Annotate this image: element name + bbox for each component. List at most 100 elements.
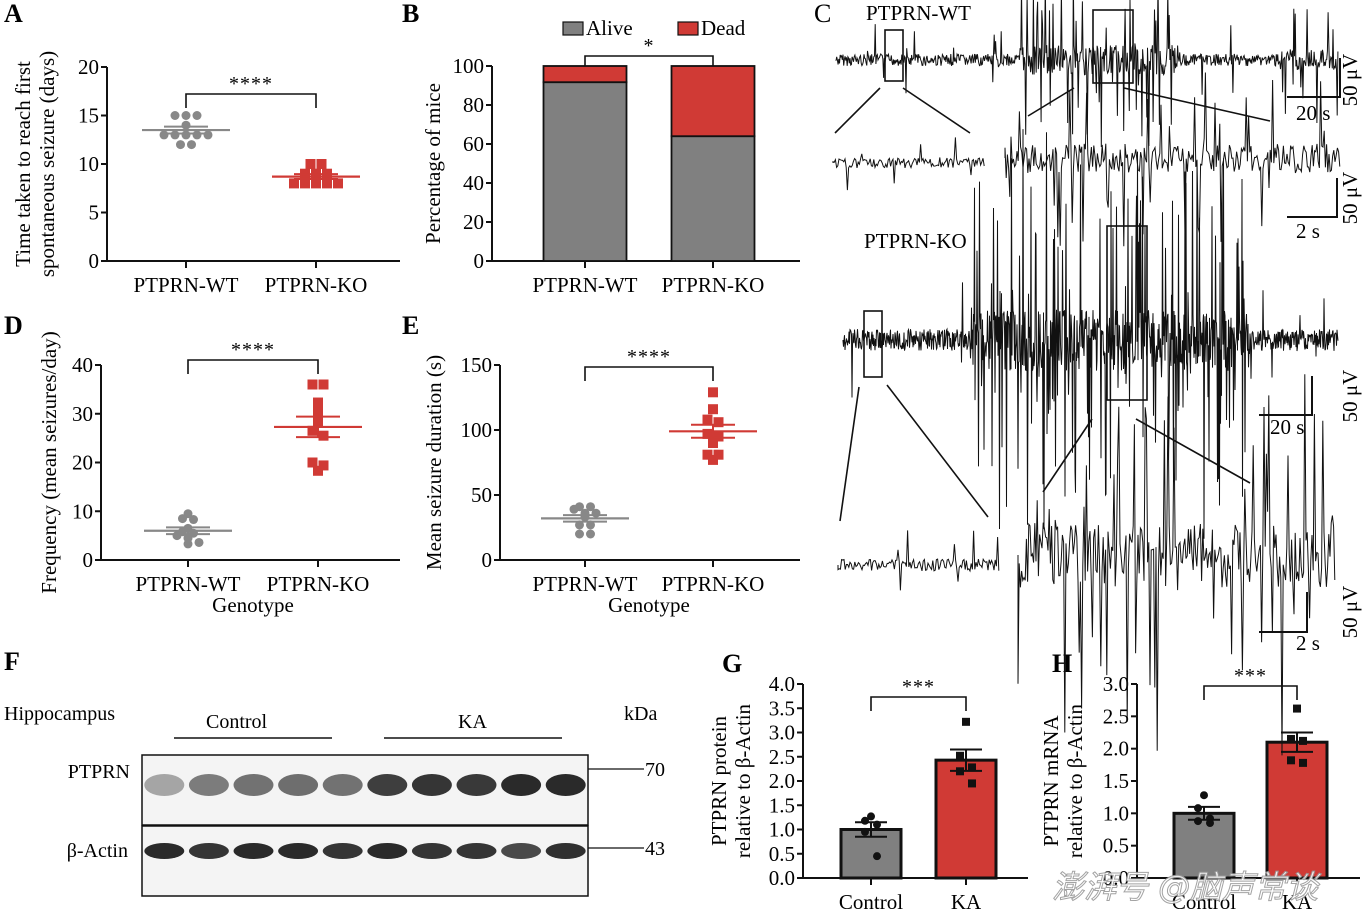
data-point bbox=[1293, 704, 1301, 713]
x-tick-label: KA bbox=[951, 890, 982, 913]
zoom-connector bbox=[834, 87, 881, 134]
kda-43: 43 bbox=[645, 838, 665, 860]
y-tick-label: 40 bbox=[463, 171, 484, 195]
data-point bbox=[708, 404, 718, 415]
y-tick-label: 100 bbox=[461, 418, 493, 442]
scalebar-time-label: 2 s bbox=[1296, 219, 1320, 243]
y-tick-label: 20 bbox=[78, 55, 99, 79]
significance-bracket bbox=[584, 55, 714, 70]
data-point bbox=[307, 379, 318, 390]
bar-alive bbox=[542, 81, 628, 262]
chart-h: 0.0 0.5 1.0 1.5 2.0 2.5 3.0 Control KA PTPRN mRNA… bbox=[1039, 665, 1360, 913]
y-tick-label: 0 bbox=[83, 548, 94, 572]
zoom-connector bbox=[1135, 418, 1251, 484]
data-point bbox=[702, 428, 713, 439]
scalebar-time-label: 2 s bbox=[1296, 631, 1320, 655]
western-blot: Hippocampus Control KA kDa PTPRN β-Actin… bbox=[4, 703, 665, 897]
blot-band bbox=[545, 843, 586, 859]
scalebar-time-label: 20 s bbox=[1296, 101, 1330, 125]
chart-g: 0.00.51.01.52.02.53.03.54.0 Control KA PTPR… bbox=[707, 672, 1028, 913]
blot-group-control: Control bbox=[206, 711, 268, 733]
y-tick-label: 50 bbox=[471, 483, 492, 507]
eeg-zoom-wt-baseline bbox=[832, 137, 985, 191]
scalebar-amp-label: 50 μV bbox=[1338, 370, 1362, 423]
y-axis-label: PTPRN mRNA bbox=[1039, 715, 1063, 847]
y-tick-label: 3.0 bbox=[769, 721, 795, 745]
blot-band bbox=[367, 843, 408, 859]
data-point bbox=[313, 407, 323, 418]
y-tick-label: 1.5 bbox=[769, 793, 795, 817]
blot-band bbox=[188, 843, 229, 859]
data-point bbox=[956, 751, 964, 760]
zoom-connector bbox=[839, 386, 860, 522]
zoom-connector bbox=[1042, 418, 1093, 493]
data-point bbox=[313, 397, 323, 408]
data-point bbox=[968, 779, 976, 788]
data-point bbox=[311, 178, 321, 189]
data-point bbox=[181, 111, 191, 120]
blot-band bbox=[411, 774, 452, 796]
x-tick-label: PTPRN-WT bbox=[533, 273, 638, 297]
y-tick-label: 2.5 bbox=[1103, 704, 1129, 728]
data-point bbox=[192, 130, 202, 140]
blot-band bbox=[322, 774, 363, 796]
y-tick-label: 1.0 bbox=[1103, 801, 1129, 825]
x-tick-label: Control bbox=[1172, 890, 1236, 913]
y-tick-label: 3.0 bbox=[1103, 672, 1129, 696]
scalebar-wt-short: 2 s 50 μV bbox=[1287, 172, 1362, 243]
eeg-panel: PTPRN-WT PTPRN-KO 20 s 50 μV 2 s 50 μV 2… bbox=[832, 0, 1362, 756]
y-axis-label: Mean seizure duration (s) bbox=[422, 355, 446, 570]
x-tick-label: PTPRN-WT bbox=[533, 572, 638, 596]
blot-band bbox=[411, 843, 452, 859]
bar bbox=[1172, 811, 1236, 880]
y-tick-label: 100 bbox=[453, 54, 485, 78]
blot-band bbox=[501, 774, 542, 796]
y-axis-label: Frequency (mean seizures/day) bbox=[37, 331, 61, 593]
eeg-trace-wt bbox=[835, 0, 1339, 148]
blot-band bbox=[144, 843, 185, 859]
data-point bbox=[316, 159, 327, 169]
y-tick-label: 150 bbox=[461, 353, 493, 377]
chart-a: 0 5 10 15 20 PTPRN-WT PTPRN-KO Time taken to re… bbox=[11, 51, 400, 297]
data-point bbox=[1200, 791, 1208, 800]
data-point bbox=[1194, 817, 1202, 826]
data-point bbox=[591, 508, 601, 518]
y-tick-label: 1.0 bbox=[769, 818, 795, 842]
blot-row-label-actin: β-Actin bbox=[67, 840, 128, 862]
y-axis-label: relative to β-Actin bbox=[731, 703, 755, 858]
y-tick-label: 20 bbox=[463, 210, 484, 234]
scalebar-amp-label: 50 μV bbox=[1338, 172, 1362, 225]
bar bbox=[934, 758, 998, 880]
significance-label: *** bbox=[902, 676, 935, 698]
data-point bbox=[176, 140, 185, 150]
data-point bbox=[586, 529, 595, 539]
y-tick-label: 2.0 bbox=[769, 769, 795, 793]
eeg-zoom-ko-event bbox=[1017, 374, 1336, 756]
data-point bbox=[713, 449, 724, 460]
y-tick-label: 10 bbox=[78, 152, 99, 176]
data-point bbox=[1194, 804, 1202, 813]
data-point bbox=[1299, 736, 1307, 745]
scalebar-amp-label: 50 μV bbox=[1338, 586, 1362, 639]
data-point bbox=[300, 178, 310, 189]
data-point bbox=[1287, 756, 1295, 765]
x-tick-label: PTPRN-WT bbox=[136, 572, 241, 596]
legend-label: Dead bbox=[701, 16, 746, 40]
blot-band bbox=[144, 774, 185, 796]
data-point bbox=[187, 140, 196, 150]
significance-label: *** bbox=[1234, 665, 1267, 687]
y-axis-label: Time taken to reach first bbox=[11, 61, 35, 267]
data-point bbox=[569, 504, 579, 514]
panel-label-h: H bbox=[1052, 649, 1072, 678]
significance-label: **** bbox=[231, 339, 275, 361]
data-point bbox=[956, 767, 964, 776]
blot-band bbox=[501, 843, 542, 859]
panel-label-f: F bbox=[4, 647, 20, 676]
significance-label: **** bbox=[627, 346, 671, 368]
eeg-zoom-wt-event bbox=[1004, 72, 1341, 247]
y-tick-label: 0 bbox=[474, 249, 485, 273]
data-point bbox=[333, 178, 343, 189]
legend-swatch bbox=[677, 21, 699, 36]
x-axis-label: Genotype bbox=[608, 593, 690, 617]
